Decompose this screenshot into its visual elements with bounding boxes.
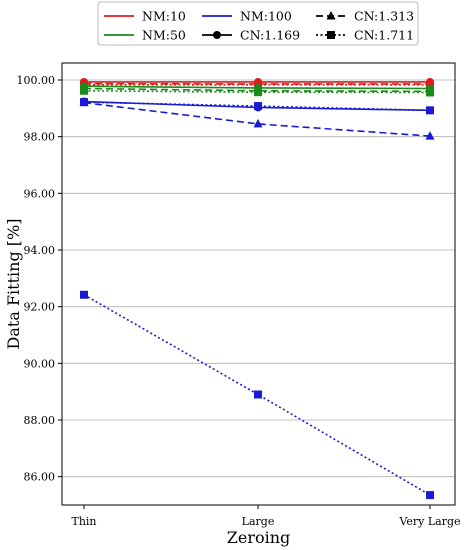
legend-entry: CN:1.711	[316, 28, 414, 43]
data-point	[80, 86, 88, 95]
data-point	[426, 88, 434, 97]
y-axis-label: Data Fitting [%]	[4, 219, 23, 350]
series-line	[83, 89, 431, 94]
series-line	[83, 101, 431, 112]
legend-label: CN:1.169	[240, 28, 300, 43]
legend-marker	[326, 11, 336, 20]
x-axis: Thin Large Very Large	[71, 505, 461, 528]
y-tick-label: 98.00	[24, 131, 56, 144]
series-line	[83, 101, 431, 137]
y-tick-label: 88.00	[24, 414, 56, 427]
y-tick-label: 86.00	[24, 471, 56, 484]
data-point	[80, 290, 88, 299]
legend-box	[97, 1, 419, 46]
data-point	[426, 491, 434, 500]
series-group	[79, 77, 435, 500]
y-tick-label: 100.00	[17, 74, 56, 87]
y-tick-label: 94.00	[24, 244, 56, 257]
y-tick-label: 92.00	[24, 301, 56, 314]
legend-marker	[327, 31, 335, 39]
x-tick-label: Large	[242, 515, 275, 528]
y-tick-label: 96.00	[24, 187, 56, 200]
data-point	[80, 98, 88, 107]
data-point	[254, 390, 262, 399]
x-axis-label: Zeroing	[227, 528, 291, 547]
data-point	[253, 118, 263, 128]
legend-marker	[213, 31, 221, 39]
y-axis: 86.00 88.00 90.00 92.00 94.00 96.00 98.00 100.0…	[17, 74, 62, 484]
legend-entry: NM:50	[104, 28, 186, 43]
series-NM50-CN1711	[80, 86, 434, 97]
legend-label: NM:50	[142, 28, 186, 43]
legend-label: NM:100	[240, 9, 292, 24]
data-point	[254, 88, 262, 97]
legend-label: NM:10	[142, 9, 186, 24]
x-tick-label: Thin	[71, 515, 96, 528]
legend-label: CN:1.313	[354, 9, 414, 24]
data-point	[426, 106, 434, 115]
series-line	[83, 87, 431, 93]
data-point	[425, 131, 435, 140]
y-tick-label: 90.00	[24, 357, 56, 370]
x-tick-label: Very Large	[398, 515, 460, 528]
series-NM100-CN1711	[80, 98, 434, 115]
legend-entry: CN:1.313	[316, 9, 414, 24]
data-point	[254, 102, 262, 111]
legend-label: CN:1.711	[354, 28, 414, 43]
grid-lines	[62, 79, 455, 478]
legend-entry: NM:100	[202, 9, 292, 24]
legend-entry: NM:10	[104, 9, 186, 24]
legend-entry: CN:1.169	[202, 28, 300, 43]
series-NM100-CN1711	[80, 290, 434, 500]
legend: NM:10 NM:50 NM:100 CN:1.169 CN:1.313 CN:1.711	[97, 1, 419, 46]
series-line	[83, 294, 431, 496]
